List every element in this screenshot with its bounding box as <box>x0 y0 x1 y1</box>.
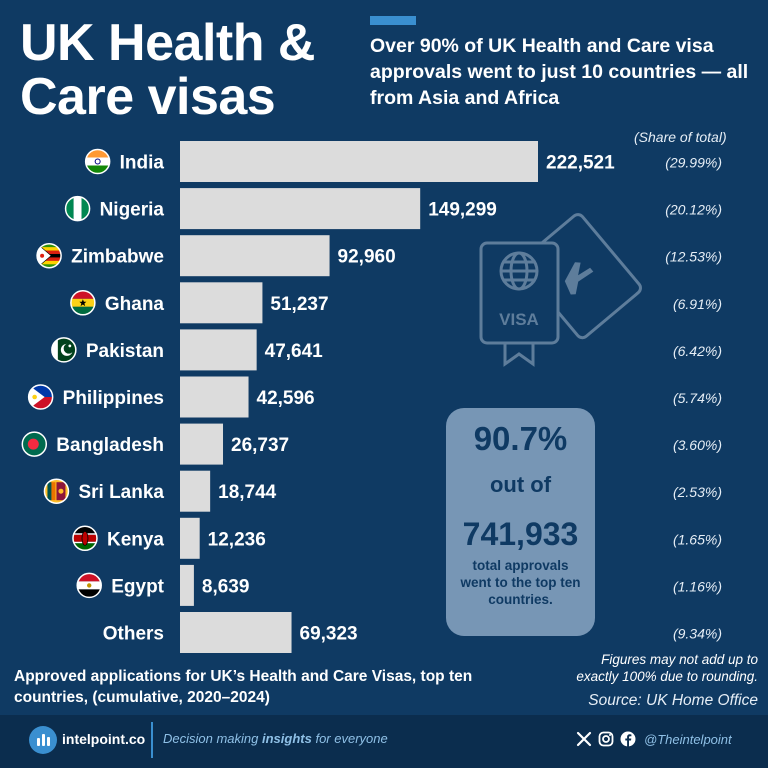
philippines-flag-icon <box>27 384 54 410</box>
value-label-philippines: 42,596 <box>257 388 315 409</box>
kenya-flag-icon <box>72 525 98 552</box>
callout-box: 90.7% out of 741,933 total approvals wen… <box>446 408 595 636</box>
share-label-bangladesh: (3.60%) <box>673 437 722 453</box>
value-label-india: 222,521 <box>546 153 615 174</box>
category-label-zimbabwe: Zimbabwe <box>71 247 164 268</box>
subtitle: Over 90% of UK Health and Care visa appr… <box>370 35 749 109</box>
flags-group <box>21 148 111 599</box>
decor-icons: VISA <box>479 213 642 367</box>
category-label-nigeria: Nigeria <box>100 200 165 221</box>
bar-egypt <box>180 564 194 606</box>
pakistan-flag-icon <box>51 337 77 363</box>
social-links: @Theintelpoint <box>576 729 732 749</box>
value-label-sri-lanka: 18,744 <box>218 482 277 503</box>
share-label-zimbabwe: (12.53%) <box>665 249 722 265</box>
brand-link[interactable]: intelpoint.co <box>62 731 146 747</box>
category-label-philippines: Philippines <box>63 388 164 409</box>
bar-india <box>180 141 538 182</box>
share-label-india: (29.99%) <box>665 155 722 171</box>
nigeria-flag-icon <box>64 195 91 222</box>
bar-others <box>180 612 292 653</box>
passport-visa-icon: VISA <box>479 241 560 367</box>
share-column-header: (Share of total) <box>634 129 727 145</box>
share-label-ghana: (6.91%) <box>673 296 722 312</box>
ghana-flag-icon <box>70 290 96 316</box>
source-label: Source: UK Home Office <box>588 692 758 709</box>
share-label-kenya: (1.65%) <box>673 531 722 547</box>
bar-nigeria <box>180 188 421 230</box>
bar-chart: VISA India 222,521 (29.99%) Nigeria 149,299 (… <box>21 141 722 653</box>
category-label-egypt: Egypt <box>111 576 164 597</box>
bar-sri-lanka <box>180 470 211 512</box>
social-handle[interactable]: @Theintelpoint <box>644 731 732 747</box>
facebook-icon[interactable] <box>620 731 636 747</box>
share-label-philippines: (5.74%) <box>673 390 722 406</box>
value-label-bangladesh: 26,737 <box>231 435 289 456</box>
tagline-post: for everyone <box>311 731 388 746</box>
callout-out-of: out of <box>489 472 552 497</box>
category-label-others: Others <box>103 624 164 645</box>
bar-philippines <box>180 376 249 418</box>
value-label-ghana: 51,237 <box>270 294 328 315</box>
bangladesh-flag-icon <box>21 431 48 457</box>
share-label-sri-lanka: (2.53%) <box>673 484 722 500</box>
value-label-zimbabwe: 92,960 <box>338 247 396 268</box>
title-line: UK Health & Care visas <box>20 14 315 126</box>
tagline: Decision making insights for everyone <box>163 731 388 746</box>
page-title: UK Health & Care visas <box>20 16 360 124</box>
bars-group <box>180 141 538 653</box>
footer-divider <box>151 722 153 758</box>
rounding-note: Figures may not add up to exactly 100% d… <box>576 652 758 684</box>
instagram-icon[interactable] <box>598 731 614 747</box>
value-label-others: 69,323 <box>300 624 358 645</box>
value-label-nigeria: 149,299 <box>428 200 497 221</box>
callout-total: 741,933 <box>462 516 579 552</box>
value-label-kenya: 12,236 <box>208 529 266 550</box>
bar-bangladesh <box>180 423 224 465</box>
category-label-kenya: Kenya <box>107 529 164 550</box>
x-icon[interactable] <box>576 731 592 747</box>
share-label-nigeria: (20.12%) <box>665 202 722 218</box>
value-label-pakistan: 47,641 <box>265 341 324 362</box>
zimbabwe-flag-icon <box>36 242 62 269</box>
share-label-pakistan: (6.42%) <box>673 343 722 359</box>
category-label-ghana: Ghana <box>105 294 165 315</box>
category-label-india: India <box>120 153 165 174</box>
chart-caption: Approved applications for UK’s Health an… <box>14 668 473 706</box>
bar-pakistan <box>180 329 257 371</box>
callout-description: total approvals went to the top ten coun… <box>460 558 581 607</box>
category-label-sri-lanka: Sri Lanka <box>78 482 164 503</box>
tagline-pre: Decision making <box>163 731 262 746</box>
callout-percent: 90.7% <box>473 420 568 457</box>
accent-bar <box>370 16 416 25</box>
bar-ghana <box>180 282 263 324</box>
value-label-egypt: 8,639 <box>202 576 250 597</box>
labels-group: India 222,521 (29.99%) Nigeria 149,299 (20.12… <box>56 153 722 645</box>
share-label-others: (9.34%) <box>673 626 722 642</box>
bar-zimbabwe <box>180 235 330 277</box>
category-label-pakistan: Pakistan <box>86 341 164 362</box>
category-label-bangladesh: Bangladesh <box>56 435 164 456</box>
footer: intelpoint.co Decision making insights f… <box>0 715 768 768</box>
tagline-bold: insights <box>262 731 312 746</box>
sri-lanka-flag-icon <box>43 478 70 504</box>
egypt-flag-icon <box>76 572 102 599</box>
share-label-egypt: (1.16%) <box>673 578 722 594</box>
bar-kenya <box>180 517 200 559</box>
svg-text:VISA: VISA <box>499 310 539 329</box>
intelpoint-logo-icon[interactable] <box>29 726 57 754</box>
india-flag-icon <box>84 148 111 175</box>
